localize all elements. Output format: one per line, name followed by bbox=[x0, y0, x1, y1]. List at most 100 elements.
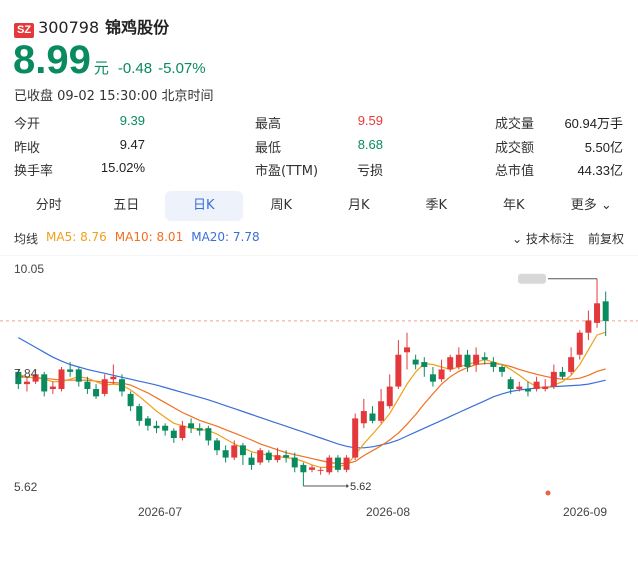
stock-code: 300798 bbox=[38, 18, 100, 37]
candle-body bbox=[429, 374, 436, 382]
candle-body bbox=[576, 332, 583, 355]
candle-body bbox=[49, 386, 56, 390]
candle-body bbox=[542, 386, 549, 390]
stock-name: 锦鸡股份 bbox=[105, 18, 170, 37]
candle-body bbox=[257, 450, 264, 463]
price-row: 8.99 元 -0.48 -5.07% bbox=[13, 38, 206, 83]
tick-label: 7.84 bbox=[14, 366, 38, 380]
candle-body bbox=[473, 354, 480, 365]
candle-body bbox=[213, 440, 220, 451]
candle-body bbox=[205, 428, 212, 441]
candle-body bbox=[369, 413, 376, 421]
tab-label: 季K bbox=[425, 198, 448, 213]
candle-body bbox=[559, 371, 566, 377]
candle-body bbox=[438, 369, 445, 380]
stock-title-row: SZ 300798 锦鸡股份 bbox=[14, 14, 169, 38]
candle-body bbox=[67, 369, 74, 372]
ma-legend: 均线 MA5: 8.76 MA10: 8.01 MA20: 7.78 bbox=[14, 230, 260, 247]
candle-body bbox=[93, 389, 100, 397]
chevrons-icon: ⌄ bbox=[512, 232, 526, 246]
ma20-label: MA20: 7.78 bbox=[191, 230, 260, 244]
candle-body bbox=[568, 357, 575, 372]
candle-body bbox=[360, 411, 367, 424]
candle-body bbox=[153, 425, 160, 429]
ma5-line bbox=[18, 331, 606, 468]
candle-body bbox=[291, 457, 298, 468]
tab-label: 五日 bbox=[113, 198, 140, 213]
candle-body bbox=[41, 374, 48, 392]
stat-value: 9.47 bbox=[119, 137, 145, 152]
candle-body bbox=[265, 452, 272, 461]
candle-body bbox=[170, 430, 177, 438]
stat-label: 换手率 bbox=[14, 164, 54, 179]
chart-options: ⌄ 技术标注 前复权 bbox=[512, 230, 624, 247]
ma-legend-title: 均线 bbox=[14, 232, 39, 246]
ma10-line bbox=[18, 362, 606, 465]
tab-0[interactable]: 分时 bbox=[10, 191, 88, 221]
ma10-label: MA10: 8.01 bbox=[114, 230, 184, 244]
ma5-label: MA5: 8.76 bbox=[46, 230, 107, 244]
candle-body bbox=[188, 423, 195, 429]
tech-annotation-toggle[interactable]: ⌄ 技术标注 bbox=[512, 230, 574, 247]
candle-body bbox=[464, 354, 471, 367]
candle-body bbox=[499, 366, 506, 372]
candle-body bbox=[84, 381, 91, 390]
tab-1[interactable]: 五日 bbox=[88, 191, 166, 221]
adjust-toggle[interactable]: 前复权 bbox=[587, 232, 624, 246]
high-marker-label bbox=[518, 273, 546, 284]
candle-body bbox=[32, 374, 39, 382]
stat-value: 亏损 bbox=[356, 163, 383, 178]
stat-label: 成交量 bbox=[495, 117, 535, 132]
candle-body bbox=[352, 418, 359, 458]
tech-annotation-label: 技术标注 bbox=[525, 232, 574, 246]
candle-body bbox=[231, 445, 238, 458]
tab-2[interactable]: 日K bbox=[165, 191, 243, 221]
candle-body bbox=[136, 406, 143, 421]
tick-label: 2026-07 bbox=[138, 505, 182, 519]
price-change-pct: -5.07% bbox=[158, 60, 206, 77]
tab-label: 分时 bbox=[35, 198, 62, 213]
price-change: -0.48 bbox=[117, 60, 153, 77]
candle-body bbox=[326, 457, 333, 473]
candle-body bbox=[533, 381, 540, 390]
stat-label: 市盈(TTM) bbox=[255, 164, 319, 179]
stat-value: 5.50亿 bbox=[584, 140, 623, 155]
tab-7[interactable]: 更多 ⌄ bbox=[553, 191, 631, 221]
stat-value: 44.33亿 bbox=[577, 163, 623, 178]
tab-label: 年K bbox=[502, 198, 525, 213]
stat-value: 15.02% bbox=[100, 160, 145, 175]
candle-body bbox=[283, 455, 290, 458]
tab-6[interactable]: 年K bbox=[475, 191, 553, 221]
period-tabs: 分时 五日 日K 周K 月K 季K 年K 更多 ⌄ bbox=[10, 191, 630, 221]
price-unit: 元 bbox=[93, 59, 109, 77]
candle-body bbox=[23, 381, 30, 385]
exchange-badge: SZ bbox=[14, 23, 35, 38]
candle-body bbox=[386, 386, 393, 407]
tab-label: 更多 bbox=[570, 198, 597, 213]
candle-body bbox=[447, 357, 454, 370]
candle-body bbox=[317, 469, 324, 471]
chevron-down-icon: ⌄ bbox=[596, 198, 612, 213]
tab-label: 周K bbox=[270, 198, 293, 213]
candle-body bbox=[179, 425, 186, 438]
candle-body bbox=[239, 445, 246, 456]
stat-label: 成交额 bbox=[495, 141, 535, 156]
candle-body bbox=[395, 354, 402, 387]
candle-body bbox=[404, 347, 411, 353]
tab-3[interactable]: 周K bbox=[243, 191, 321, 221]
candle-body bbox=[118, 379, 125, 392]
tick-label: 2026-09 bbox=[563, 505, 607, 519]
candle-body bbox=[550, 371, 557, 387]
candle-body bbox=[412, 359, 419, 365]
candle-body bbox=[274, 455, 281, 461]
candlestick-chart[interactable]: 10.05 7.84 5.62 2026-07 2026-08 2026-09 5.62 bbox=[0, 255, 638, 525]
stat-label: 昨收 bbox=[14, 141, 41, 156]
candle-body bbox=[309, 467, 315, 470]
candle-body bbox=[585, 320, 592, 333]
candle-body bbox=[421, 362, 428, 367]
candle-body bbox=[516, 386, 523, 390]
low-marker-label: 5.62 bbox=[350, 481, 371, 493]
stat-label: 总市值 bbox=[495, 164, 535, 179]
tab-4[interactable]: 月K bbox=[320, 191, 398, 221]
tab-5[interactable]: 季K bbox=[398, 191, 476, 221]
